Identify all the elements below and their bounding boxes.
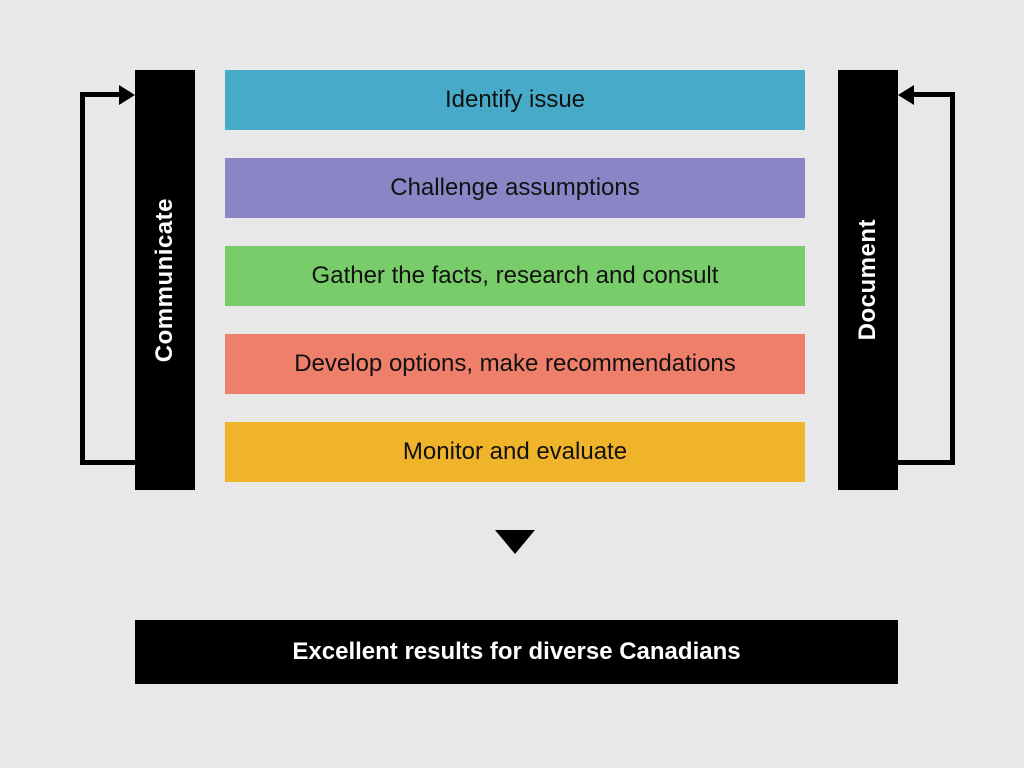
side-bar-communicate: Communicate [135, 70, 195, 490]
side-bar-document: Document [838, 70, 898, 490]
arrow-segment [914, 92, 955, 97]
side-bar-document-label: Document [854, 219, 882, 340]
result-label: Excellent results for diverse Canadians [292, 638, 740, 666]
process-step-label: Identify issue [445, 86, 585, 114]
arrow-segment [80, 460, 135, 465]
policy-process-diagram: Communicate Document Identify issue Chall… [0, 0, 1024, 768]
side-bar-communicate-label: Communicate [151, 198, 179, 362]
process-step: Monitor and evaluate [225, 422, 805, 482]
arrow-segment [80, 92, 119, 97]
result-bar: Excellent results for diverse Canadians [135, 620, 898, 684]
down-arrow-icon [495, 530, 535, 554]
arrow-segment [80, 92, 85, 465]
arrow-segment [898, 460, 955, 465]
arrow-segment [950, 92, 955, 465]
process-step: Identify issue [225, 70, 805, 130]
arrowhead-right-icon [119, 85, 135, 105]
process-step-label: Challenge assumptions [390, 174, 639, 202]
process-step: Challenge assumptions [225, 158, 805, 218]
process-step-label: Gather the facts, research and consult [312, 262, 719, 290]
process-step-label: Monitor and evaluate [403, 438, 627, 466]
process-step-label: Develop options, make recommendations [294, 350, 736, 378]
arrowhead-left-icon [898, 85, 914, 105]
process-step: Develop options, make recommendations [225, 334, 805, 394]
process-step: Gather the facts, research and consult [225, 246, 805, 306]
